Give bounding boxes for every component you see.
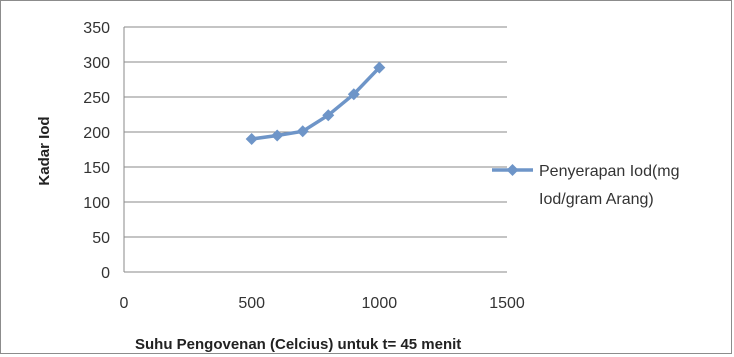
y-tick-label: 150 (83, 160, 110, 177)
y-tick-label: 50 (92, 230, 110, 247)
x-tick-label: 1000 (362, 295, 398, 312)
y-tick-label: 200 (83, 125, 110, 142)
x-axis-title: Suhu Pengovenan (Celcius) untuk t= 45 me… (135, 336, 461, 353)
data-point-marker (347, 88, 360, 101)
x-tick-label: 0 (120, 295, 129, 312)
x-tick-label: 500 (238, 295, 265, 312)
y-tick-label: 100 (83, 195, 110, 212)
data-point-marker (322, 109, 335, 122)
data-point-marker (271, 129, 284, 142)
legend-label: Iod/gram Arang) (539, 191, 654, 208)
y-axis-title: Kadar Iod (36, 116, 53, 185)
data-point-marker (373, 61, 386, 74)
y-tick-label: 250 (83, 90, 110, 107)
x-tick-label: 1500 (489, 295, 525, 312)
y-tick-label: 0 (101, 265, 110, 282)
legend-marker (506, 164, 519, 176)
y-tick-label: 350 (83, 20, 110, 37)
data-point-marker (245, 133, 258, 145)
data-point-marker (296, 125, 309, 138)
series-line (251, 66, 381, 141)
legend-label: Penyerapan Iod(mg (539, 163, 680, 180)
y-tick-label: 300 (83, 55, 110, 72)
legend: Penyerapan Iod(mg Iod/gram Arang) (492, 163, 680, 208)
